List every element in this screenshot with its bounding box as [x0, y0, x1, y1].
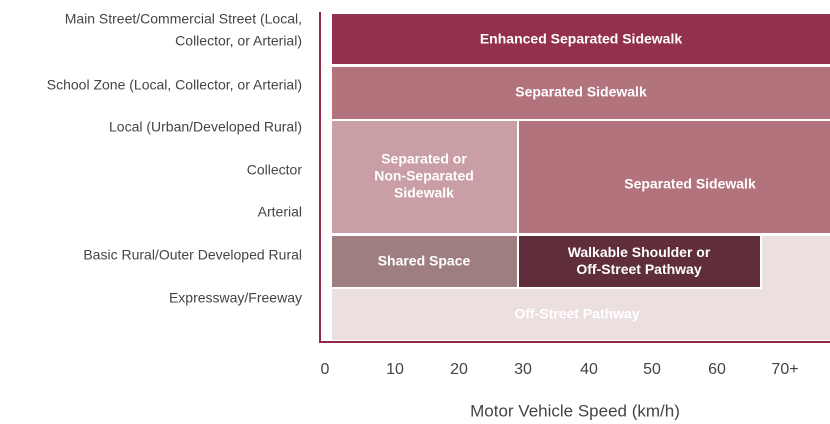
row-label: Main Street/Commercial Street (Local,	[65, 11, 302, 27]
zone-enhanced	[330, 12, 830, 66]
zone-separated-or-non	[330, 119, 519, 235]
x-tick-label: 20	[450, 361, 468, 378]
row-label: Collector	[247, 162, 303, 178]
row-label: Expressway/Freeway	[169, 290, 302, 306]
x-tick-label: 40	[580, 361, 598, 378]
row-label: Local (Urban/Developed Rural)	[109, 119, 302, 135]
x-tick-label: 10	[386, 361, 404, 378]
zone-label: Enhanced Separated Sidewalk	[480, 31, 683, 47]
zone-shared-space	[330, 234, 519, 289]
zones	[330, 12, 830, 342]
row-label: Arterial	[258, 204, 302, 220]
x-tick-label: 50	[643, 361, 661, 378]
row-label: Collector, or Arterial)	[175, 33, 302, 49]
zone-label: Sidewalk	[394, 185, 454, 201]
zone-walkable-shoulder	[517, 234, 762, 289]
row-label: School Zone (Local, Collector, or Arteri…	[47, 77, 302, 93]
x-tick-label: 60	[708, 361, 726, 378]
zone-label: Off-Street Pathway	[514, 306, 639, 322]
zone-label: Separated Sidewalk	[624, 176, 756, 192]
x-axis-label: Motor Vehicle Speed (km/h)	[470, 401, 680, 420]
x-tick-label: 30	[514, 361, 532, 378]
zone-label: Separated Sidewalk	[515, 84, 647, 100]
zone-label: Off-Street Pathway	[576, 261, 701, 277]
zone-label: Non-Separated	[374, 168, 474, 184]
zone-label: Separated or	[381, 151, 467, 167]
x-tick-label: 70+	[771, 361, 798, 378]
row-label: Basic Rural/Outer Developed Rural	[83, 247, 302, 263]
zone-label: Walkable Shoulder or	[568, 244, 711, 260]
x-tick-label: 0	[321, 361, 330, 378]
zone-label: Shared Space	[378, 253, 471, 269]
